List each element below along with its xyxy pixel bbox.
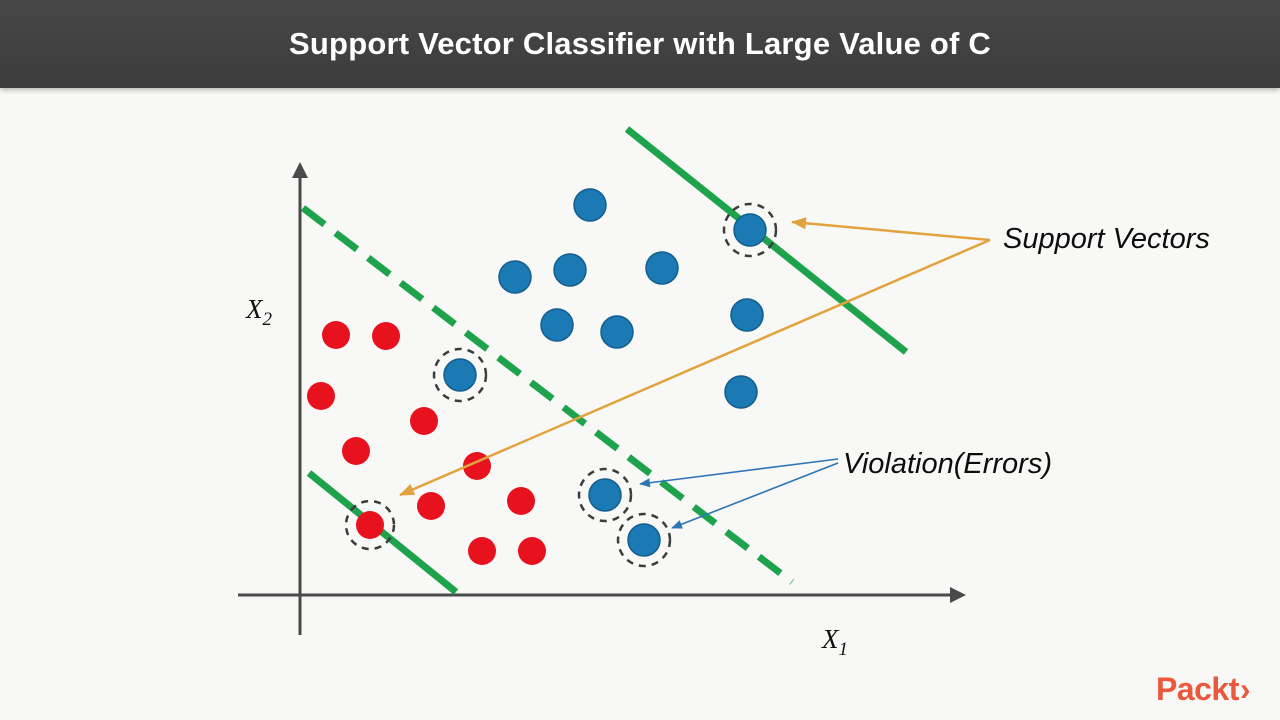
class-blue-point <box>627 523 661 557</box>
class-red-point <box>372 322 400 350</box>
violation-arrow <box>639 458 839 488</box>
class-blue-point <box>540 308 574 342</box>
violations-label: Violation(Errors) <box>843 448 1052 480</box>
highlight-dashed-circle <box>722 202 778 258</box>
class-blue-point <box>573 188 607 222</box>
x-axis-subscript: 1 <box>839 639 849 660</box>
class-red-point <box>322 321 350 349</box>
axis-arrowhead <box>292 162 308 178</box>
class-red-point <box>417 492 445 520</box>
margin-dashed-line <box>300 205 795 585</box>
class-blue-point <box>645 251 679 285</box>
class-red-point <box>307 382 335 410</box>
class-blue-point <box>600 315 634 349</box>
violation-arrow <box>671 462 839 529</box>
class-blue-point <box>588 478 622 512</box>
packt-logo-text: Packt <box>1155 671 1239 707</box>
class-red-point <box>342 437 370 465</box>
decision-boundary-lines <box>300 126 909 595</box>
highlight-dashed-circle <box>577 467 633 523</box>
class-red-point <box>518 537 546 565</box>
class-red-point <box>356 511 384 539</box>
x-axis-label: X1 <box>821 624 848 660</box>
dashed-highlight-circles <box>344 202 778 568</box>
class-blue-point <box>498 260 532 294</box>
class-blue-point <box>733 213 767 247</box>
slide-header: Support Vector Classifier with Large Val… <box>0 0 1280 88</box>
highlight-dashed-circle <box>344 499 396 551</box>
packt-logo: Packt› <box>1155 671 1251 708</box>
decision-boundary-solid-line <box>624 126 909 355</box>
class-red-point <box>507 487 535 515</box>
axes <box>238 162 966 635</box>
class-blue-point <box>443 358 477 392</box>
class-red-point <box>468 537 496 565</box>
support-vector-arrow <box>791 217 991 242</box>
data-points <box>307 188 767 565</box>
support-vector-arrow <box>399 238 991 497</box>
class-blue-point <box>724 375 758 409</box>
class-blue-point <box>730 298 764 332</box>
axis-arrowhead <box>950 587 966 603</box>
highlight-dashed-circle <box>616 512 672 568</box>
support-vectors-label: Support Vectors <box>1003 223 1210 255</box>
y-axis-letter: X <box>245 294 264 324</box>
highlight-dashed-circle <box>432 347 488 403</box>
decision-boundary-solid-line <box>306 470 459 595</box>
y-axis-subscript: 2 <box>263 309 273 330</box>
class-red-point <box>410 407 438 435</box>
x-axis-letter: X <box>821 624 840 654</box>
y-axis-label: X2 <box>245 294 273 330</box>
annotation-arrows <box>399 217 991 529</box>
slide-title: Support Vector Classifier with Large Val… <box>289 26 991 61</box>
class-blue-point <box>553 253 587 287</box>
packt-logo-chevron: › <box>1239 671 1251 707</box>
